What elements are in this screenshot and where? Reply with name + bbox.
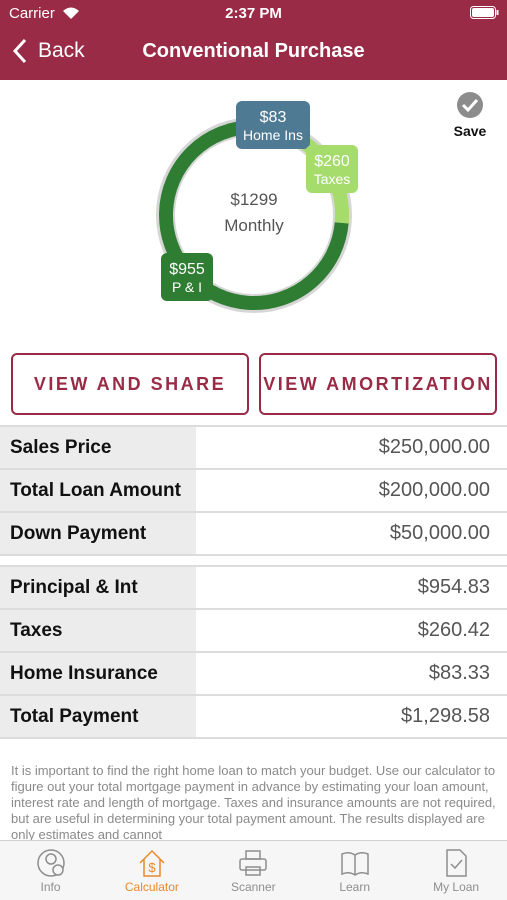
table-row: Home Insurance $83.33 <box>0 653 507 696</box>
tab-icon <box>340 851 369 876</box>
table-row: Principal & Int $954.83 <box>0 567 507 610</box>
tab-label: Scanner <box>230 880 276 894</box>
row-label: Principal & Int <box>0 567 196 608</box>
back-button[interactable]: Back <box>12 38 85 64</box>
row-label: Total Payment <box>0 696 196 737</box>
row-value: $260.42 <box>417 619 490 641</box>
badge-name: Taxes <box>314 171 351 187</box>
time: 2:37 PM <box>225 5 282 22</box>
tab-label: Learn <box>339 880 371 894</box>
row-label: Sales Price <box>0 427 196 468</box>
save-label: Save <box>453 123 487 139</box>
table-row: Total Loan Amount $200,000.00 <box>0 470 507 513</box>
svg-text:$: $ <box>148 860 156 875</box>
table-row: Sales Price $250,000.00 <box>0 427 507 470</box>
tab-label: Info <box>40 880 61 894</box>
row-value: $50,000.00 <box>389 522 490 544</box>
carrier: Carrier <box>9 5 55 22</box>
row-value: $250,000.00 <box>378 436 490 458</box>
tab-label: Calculator <box>124 880 179 894</box>
wifi-icon <box>63 7 79 19</box>
save-button[interactable]: Save <box>450 92 490 139</box>
row-label: Down Payment <box>0 513 196 554</box>
tab-item[interactable]: Info <box>0 841 101 900</box>
table-row: Down Payment $50,000.00 <box>0 513 507 556</box>
view-share-button[interactable]: VIEW AND SHARE <box>11 353 249 415</box>
row-value: $83.33 <box>428 662 490 684</box>
tab-item[interactable]: Scanner <box>203 841 304 900</box>
battery-icon <box>470 6 499 19</box>
badge-box <box>161 253 213 301</box>
row-label: Total Loan Amount <box>0 470 196 511</box>
badge-value: $83 <box>260 109 287 126</box>
tab-item[interactable]: My Loan <box>406 841 507 900</box>
row-value: $200,000.00 <box>378 479 490 501</box>
disclaimer: It is important to find the right home l… <box>11 763 496 840</box>
tab-bar: Info $ Calculator Scanner Learn My Loan <box>0 840 507 900</box>
center-label: Monthly <box>224 216 284 235</box>
badge-name: P & I <box>172 279 202 295</box>
row-value: $1,298.58 <box>401 705 490 727</box>
table-top-border <box>0 425 507 427</box>
tab-label: My Loan <box>433 880 480 894</box>
table-row: Taxes $260.42 <box>0 610 507 653</box>
header: Carrier 2:37 PM Back Conventional Purcha… <box>0 0 507 80</box>
tab-item[interactable]: Learn <box>304 841 405 900</box>
row-label: Taxes <box>0 610 196 651</box>
back-label: Back <box>38 39 85 62</box>
tab-icon <box>36 849 65 877</box>
tab-icon <box>446 849 467 877</box>
view-amortization-button[interactable]: VIEW AMORTIZATION <box>259 353 497 415</box>
badge-box <box>236 101 310 149</box>
tab-icon <box>239 850 268 876</box>
tab-item[interactable]: $ Calculator <box>101 841 202 900</box>
center-value: $1299 <box>230 190 277 209</box>
tab-icon: $ <box>139 849 165 877</box>
badge-value: $260 <box>314 153 350 170</box>
row-label: Home Insurance <box>0 653 196 694</box>
badge-value: $955 <box>169 261 205 278</box>
table-gap-border <box>0 565 507 567</box>
badge-name: Home Ins <box>243 127 303 143</box>
table-row: Total Payment $1,298.58 <box>0 696 507 739</box>
badge-box <box>306 145 358 193</box>
save-icon <box>457 92 483 118</box>
back-chevron <box>12 38 27 64</box>
row-value: $954.83 <box>417 576 490 598</box>
